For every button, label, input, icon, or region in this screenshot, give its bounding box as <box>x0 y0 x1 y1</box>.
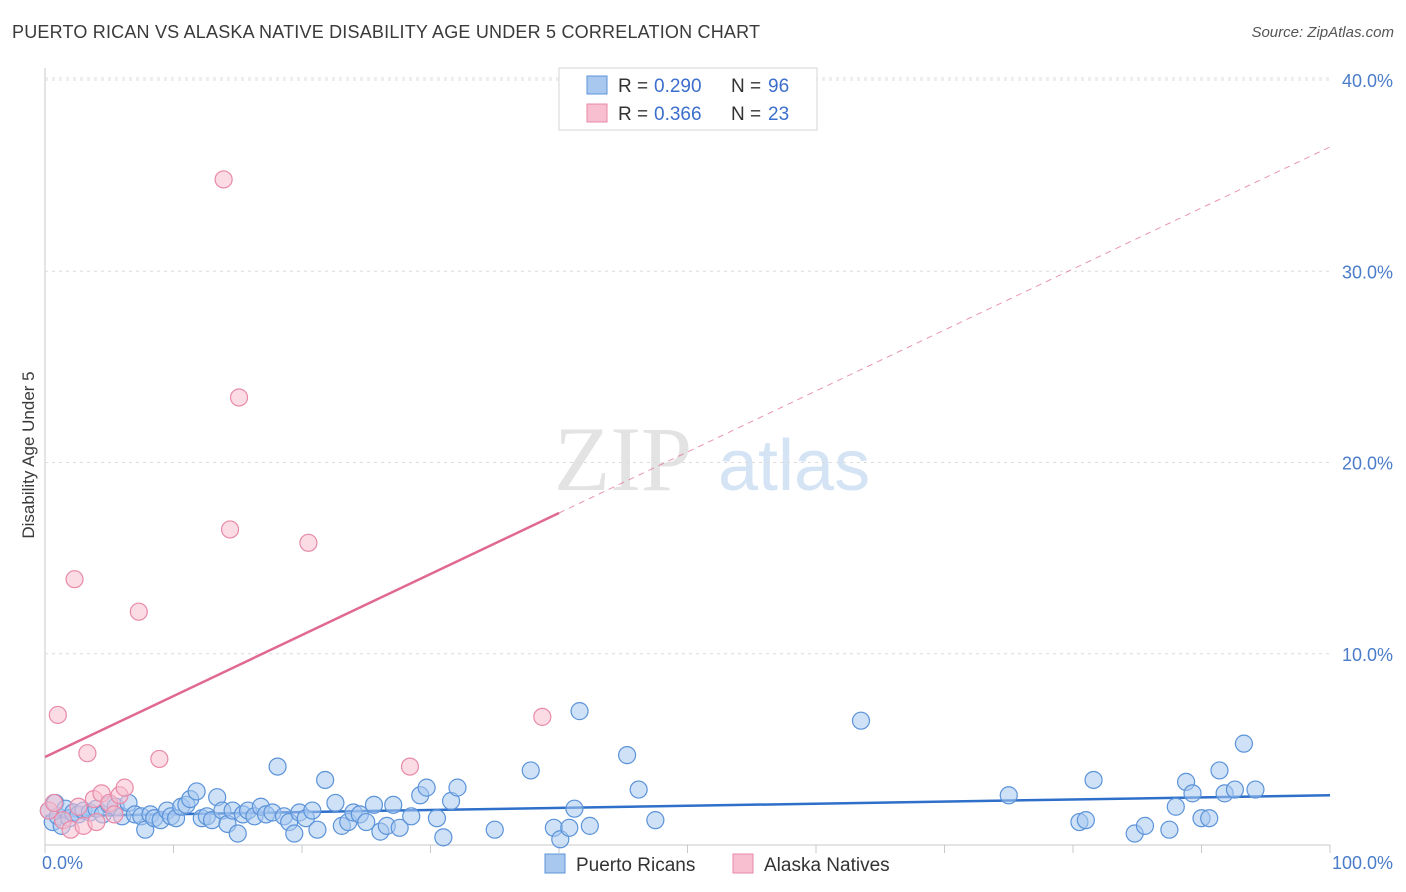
x-tick-marks <box>44 845 1331 853</box>
point-puerto-ricans-77 <box>570 702 589 721</box>
legend-swatch-puerto-ricans <box>544 853 566 874</box>
stats-r-value-2: 0.366 <box>654 104 702 125</box>
point-puerto-ricans-71 <box>485 820 504 839</box>
point-puerto-ricans-58 <box>357 812 376 832</box>
stats-r-label-1: R = <box>618 76 653 97</box>
point-alaska-natives-5 <box>65 570 84 589</box>
stats-r-label-2: R = <box>618 104 653 125</box>
point-alaska-natives-10 <box>87 812 106 832</box>
point-alaska-natives-1 <box>44 793 64 813</box>
point-puerto-ricans-72 <box>521 761 540 780</box>
point-puerto-ricans-92 <box>1183 784 1202 803</box>
point-puerto-ricans-63 <box>390 818 409 837</box>
point-puerto-ricans-98 <box>1234 734 1254 753</box>
y-tick-labels: 10.0% 20.0% 30.0% 40.0% <box>1342 71 1393 665</box>
x-tick-label-min: 0.0% <box>42 853 83 873</box>
stats-n-label-1: N = <box>731 76 766 97</box>
point-alaska-natives-18 <box>214 170 233 189</box>
trend-line-alaska-natives <box>44 511 560 759</box>
watermark-atlas: atlas <box>718 426 870 506</box>
point-alaska-natives-20 <box>229 388 249 407</box>
point-puerto-ricans-47 <box>285 824 304 843</box>
point-alaska-natives-8 <box>78 744 97 763</box>
legend-label-puerto-ricans: Puerto Ricans <box>576 855 695 876</box>
legend-label-alaska-natives: Alaska Natives <box>764 855 890 876</box>
point-puerto-ricans-89 <box>1160 820 1179 839</box>
stats-legend-swatch-pink <box>586 103 608 123</box>
point-puerto-ricans-68 <box>434 828 453 847</box>
y-axis-label: Disability Age Under 5 <box>19 371 38 538</box>
point-puerto-ricans-29 <box>187 782 206 801</box>
x-tick-label-max: 100.0% <box>1332 853 1393 873</box>
point-puerto-ricans-76 <box>565 799 584 818</box>
point-puerto-ricans-51 <box>308 820 327 839</box>
point-puerto-ricans-88 <box>1135 816 1155 835</box>
series-legend: Puerto Ricans Alaska Natives <box>544 853 890 876</box>
point-alaska-natives-21 <box>299 533 318 552</box>
point-puerto-ricans-37 <box>228 824 247 843</box>
point-alaska-natives-23 <box>533 707 552 726</box>
y-tick-label-40: 40.0% <box>1342 71 1393 91</box>
chart-title: PUERTO RICAN VS ALASKA NATIVE DISABILITY… <box>12 22 761 42</box>
point-puerto-ricans-44 <box>268 757 287 776</box>
point-alaska-natives-13 <box>105 805 124 824</box>
point-puerto-ricans-78 <box>580 816 599 835</box>
stats-legend: R = 0.290 N = 96 R = 0.366 N = 23 <box>558 67 818 131</box>
point-puerto-ricans-52 <box>316 770 335 790</box>
stats-n-value-2: 23 <box>768 104 789 125</box>
point-alaska-natives-22 <box>400 757 420 776</box>
point-puerto-ricans-64 <box>402 807 421 826</box>
point-puerto-ricans-50 <box>303 801 322 820</box>
point-puerto-ricans-81 <box>646 811 665 830</box>
point-alaska-natives-6 <box>69 797 88 816</box>
stats-r-value-1: 0.290 <box>654 76 702 97</box>
watermark-zip: ZIP <box>554 408 692 510</box>
y-tick-label-10: 10.0% <box>1342 645 1393 665</box>
stats-n-value-1: 96 <box>768 76 789 97</box>
point-puerto-ricans-97 <box>1225 780 1245 799</box>
point-puerto-ricans-53 <box>326 793 345 813</box>
point-puerto-ricans-95 <box>1210 761 1229 780</box>
point-puerto-ricans-99 <box>1246 780 1265 799</box>
point-puerto-ricans-79 <box>618 746 637 765</box>
point-puerto-ricans-83 <box>999 786 1018 805</box>
point-puerto-ricans-67 <box>427 809 447 828</box>
point-alaska-natives-19 <box>220 520 240 539</box>
stats-n-label-2: N = <box>731 104 766 125</box>
point-puerto-ricans-75 <box>560 818 579 837</box>
legend-swatch-alaska-natives <box>732 853 754 874</box>
point-alaska-natives-15 <box>115 778 134 797</box>
stats-legend-swatch-blue <box>586 75 608 95</box>
point-puerto-ricans-62 <box>384 795 403 814</box>
gridlines <box>45 77 1330 655</box>
point-puerto-ricans-66 <box>417 778 436 797</box>
y-tick-label-20: 20.0% <box>1342 454 1393 474</box>
point-puerto-ricans-90 <box>1166 797 1185 816</box>
point-puerto-ricans-85 <box>1076 811 1095 830</box>
point-puerto-ricans-94 <box>1200 809 1219 828</box>
point-puerto-ricans-80 <box>629 780 648 799</box>
point-puerto-ricans-82 <box>851 711 871 730</box>
data-points <box>39 170 1265 849</box>
point-alaska-natives-17 <box>150 749 169 769</box>
point-puerto-ricans-59 <box>364 795 384 814</box>
y-tick-label-30: 30.0% <box>1342 262 1393 282</box>
point-alaska-natives-16 <box>129 602 148 621</box>
point-puerto-ricans-70 <box>448 778 467 797</box>
point-puerto-ricans-86 <box>1084 770 1103 790</box>
chart-source: Source: ZipAtlas.com <box>1251 24 1394 41</box>
point-alaska-natives-2 <box>48 705 67 725</box>
